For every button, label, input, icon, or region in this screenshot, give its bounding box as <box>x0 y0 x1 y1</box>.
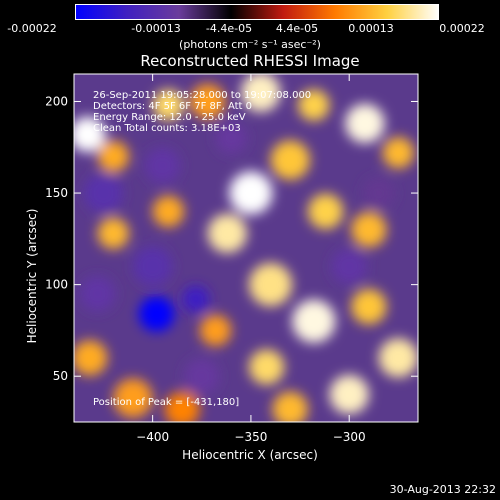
heatmap-blob <box>207 213 247 254</box>
heatmap-blob <box>182 285 210 314</box>
heatmap-blob <box>248 349 285 385</box>
colorbar-tick-label: 4.4e-05 <box>275 22 319 35</box>
heatmap-blob <box>199 314 232 347</box>
y-axis-label: Heliocentric Y (arcsec) <box>25 208 39 344</box>
x-ticks: −400 −350 −300 <box>136 74 366 444</box>
info-total-counts: Clean Total counts: 3.18E+03 <box>93 123 241 134</box>
x-tick-label: −400 <box>136 430 169 444</box>
heatmap-blob <box>351 288 387 325</box>
heatmap-blob <box>307 193 344 230</box>
heatmap-blob <box>378 338 418 378</box>
heatmap-blob <box>272 391 308 422</box>
x-tick-label: −350 <box>234 430 267 444</box>
heatmap-blob <box>382 137 415 169</box>
y-tick-label: 50 <box>53 369 68 383</box>
chart-title: Reconstructed RHESSI Image <box>140 52 360 70</box>
heatmap-blob <box>248 263 293 307</box>
heatmap-blob <box>132 246 173 286</box>
heatmap-blob <box>97 140 130 173</box>
heatmap-blob <box>331 248 367 285</box>
heatmap-blob <box>83 173 124 213</box>
heatmap-blob <box>164 391 200 422</box>
heatmap-blob <box>74 116 106 153</box>
info-time-range: 26-Sep-2011 19:05:28.000 to 19:07:08.000 <box>93 90 312 101</box>
heatmap-blob <box>152 89 185 121</box>
heatmap-blob <box>241 74 281 112</box>
heatmap-blob <box>329 374 369 415</box>
y-ticks: 50 100 150 200 <box>45 94 418 383</box>
heatmap-blob <box>215 122 247 154</box>
colorbar-tick-label: 0.00013 <box>348 22 394 35</box>
colorbar <box>75 4 439 20</box>
heatmap-blob <box>113 378 153 418</box>
heatmap-blob <box>229 171 273 215</box>
heatmap-blob <box>189 83 226 120</box>
heatmap-blob <box>270 140 310 180</box>
colorbar-tick-label: -4.4e-05 <box>205 22 253 35</box>
heatmap-blob <box>298 89 330 121</box>
timestamp-footer: 30-Aug-2013 22:32 <box>389 483 496 496</box>
heatmap-blob <box>184 358 220 394</box>
x-tick-label: −300 <box>333 430 366 444</box>
heatmap-blob <box>97 217 130 250</box>
y-tick-label: 150 <box>45 186 68 200</box>
colorbar-tick-label: -0.00022 <box>7 22 57 35</box>
heatmap-blobs <box>74 74 418 422</box>
heatmap-blob <box>362 177 395 209</box>
heatmap-blob <box>144 147 181 184</box>
heatmap-blob <box>292 299 336 343</box>
x-axis-label: Heliocentric X (arcsec) <box>182 448 318 462</box>
info-energy-range: Energy Range: 12.0 - 25.0 keV <box>93 112 246 123</box>
colorbar-tick-label: 0.00022 <box>439 22 485 35</box>
heatmap-blob <box>138 296 175 332</box>
colorbar-units: (photons cm⁻² s⁻¹ asec⁻²) <box>179 38 321 51</box>
y-tick-label: 200 <box>45 94 68 108</box>
heatmap-blob <box>79 276 116 312</box>
heatmap-blob <box>345 103 385 144</box>
y-tick-label: 100 <box>45 278 68 292</box>
colorbar-fill <box>75 4 439 20</box>
info-peak-position: Position of Peak = [-431,180] <box>93 397 240 408</box>
heatmap-blob <box>74 340 108 376</box>
info-detectors: Detectors: 4F 5F 6F 7F 8F, Att 0 <box>93 101 253 112</box>
heatmap-blob <box>351 211 387 248</box>
plot-frame <box>73 73 419 423</box>
heatmap-blob <box>152 195 185 228</box>
colorbar-tick-label: -0.00013 <box>131 22 181 35</box>
